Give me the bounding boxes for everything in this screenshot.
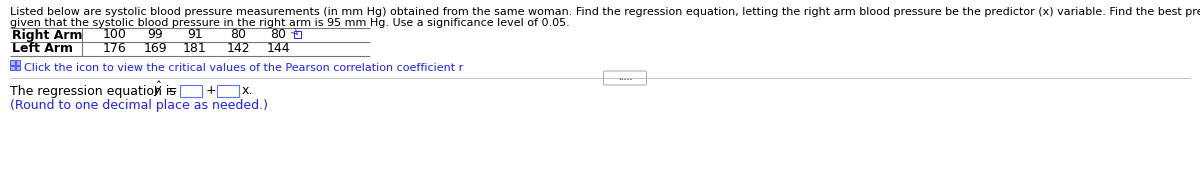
Text: =: = — [167, 84, 178, 97]
Text: 99: 99 — [148, 29, 163, 42]
Text: (Round to one decimal place as needed.): (Round to one decimal place as needed.) — [10, 98, 268, 111]
Text: Click the icon to view the critical values of the Pearson correlation coefficien: Click the icon to view the critical valu… — [24, 63, 463, 73]
Bar — [294, 31, 301, 38]
Text: 144: 144 — [266, 43, 290, 56]
Text: 176: 176 — [103, 43, 127, 56]
Bar — [217, 85, 239, 97]
Text: 100: 100 — [103, 29, 127, 42]
Bar — [10, 66, 14, 70]
Bar — [16, 60, 20, 65]
Bar — [10, 60, 14, 65]
Text: Left Arm: Left Arm — [12, 43, 73, 56]
Bar — [180, 85, 202, 97]
Text: x.: x. — [242, 84, 253, 97]
Text: .....: ..... — [618, 74, 632, 82]
Text: +: + — [206, 84, 217, 97]
FancyBboxPatch shape — [604, 71, 647, 85]
Text: 80: 80 — [270, 29, 286, 42]
Bar — [16, 66, 20, 70]
Text: $\hat{y}$: $\hat{y}$ — [154, 80, 163, 99]
Text: Listed below are systolic blood pressure measurements (in mm Hg) obtained from t: Listed below are systolic blood pressure… — [10, 7, 1200, 17]
Text: 169: 169 — [143, 43, 167, 56]
Text: 80: 80 — [230, 29, 246, 42]
Text: 142: 142 — [226, 43, 250, 56]
Text: Right Arm: Right Arm — [12, 29, 83, 42]
Text: 181: 181 — [184, 43, 206, 56]
Text: 91: 91 — [187, 29, 203, 42]
Text: The regression equation is: The regression equation is — [10, 84, 180, 97]
Text: given that the systolic blood pressure in the right arm is 95 mm Hg. Use a signi: given that the systolic blood pressure i… — [10, 18, 570, 28]
